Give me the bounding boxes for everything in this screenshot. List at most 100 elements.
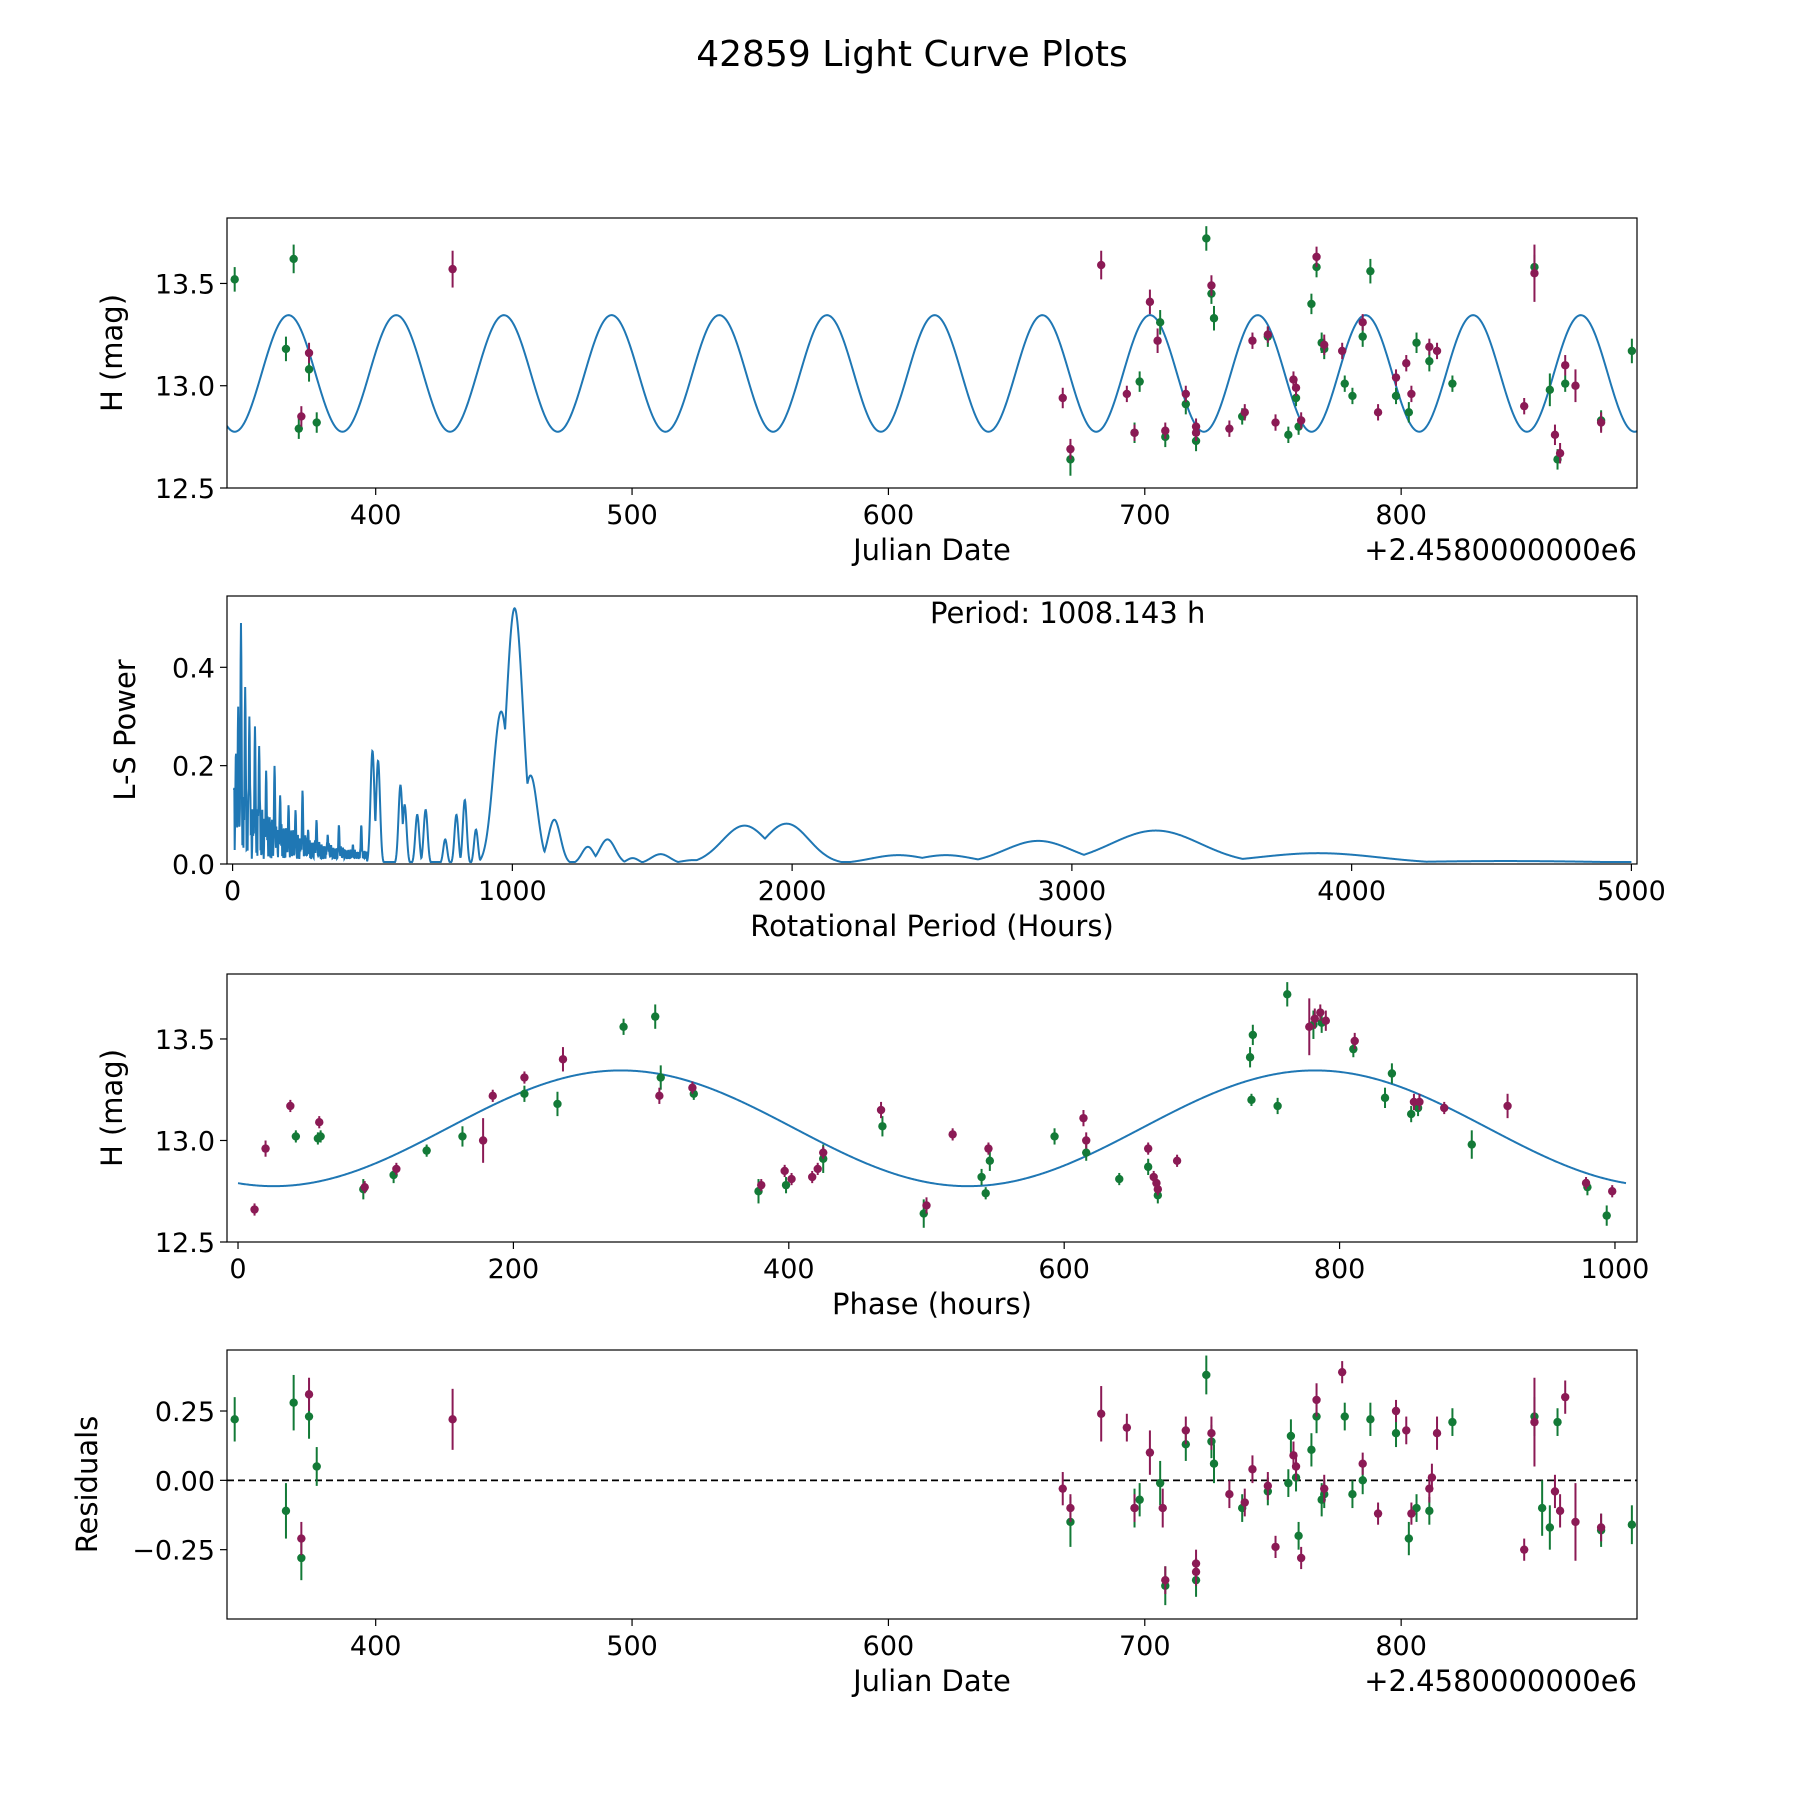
data-point-g — [1448, 1417, 1457, 1427]
data-point-r — [1550, 430, 1560, 440]
data-point-g — [1387, 1069, 1397, 1078]
data-point-r — [520, 1073, 529, 1082]
data-point-r — [1581, 1178, 1591, 1188]
y-tick-label: 12.5 — [155, 1228, 215, 1259]
data-point-r — [286, 1101, 295, 1111]
periodogram-xlabel: Rotational Period (Hours) — [750, 909, 1114, 943]
data-point-g — [1348, 391, 1357, 401]
data-point-r — [1248, 336, 1257, 345]
data-point-g — [1412, 338, 1421, 347]
lightcurve-offset-text: +2.4580000000e6 — [1364, 533, 1637, 567]
data-point-g — [1286, 1431, 1296, 1441]
data-point-r — [1373, 408, 1383, 417]
data-point-r — [1555, 1506, 1565, 1516]
model-curve — [237, 1069, 1627, 1188]
data-point-g — [1537, 1503, 1547, 1513]
x-tick-label: 500 — [606, 1631, 658, 1662]
data-point-r — [1296, 1553, 1306, 1563]
data-point-g — [1425, 356, 1434, 366]
data-point-r — [1240, 1498, 1249, 1507]
data-point-g — [1340, 1412, 1349, 1421]
data-point-r — [1310, 1014, 1319, 1023]
x-tick-label: 3000 — [1038, 876, 1107, 907]
data-point-r — [304, 348, 314, 358]
data-point-r — [819, 1148, 828, 1157]
data-point-r — [1316, 1008, 1325, 1017]
x-tick-label: 1000 — [478, 876, 547, 907]
data-point-g — [1627, 346, 1637, 356]
x-tick-label: 5000 — [1597, 876, 1666, 907]
data-point-r — [1271, 418, 1280, 427]
data-point-g — [1391, 1428, 1401, 1438]
data-point-g — [1135, 1495, 1144, 1504]
data-point-r — [1440, 1103, 1449, 1113]
data-point-g — [1366, 1415, 1375, 1424]
data-point-r — [1373, 1509, 1383, 1518]
data-point-g — [1348, 1490, 1357, 1499]
y-tick-label: 13.0 — [155, 1126, 215, 1157]
y-tick-label: 0.4 — [172, 653, 215, 684]
x-tick-label: 200 — [488, 1254, 540, 1285]
periodogram-line — [233, 607, 1632, 864]
data-point-g — [1602, 1211, 1611, 1220]
data-point-r — [1207, 1428, 1216, 1438]
data-point-r — [1158, 1503, 1167, 1513]
data-point-r — [1143, 1144, 1153, 1153]
data-point-g — [1283, 990, 1292, 999]
data-point-g — [1307, 1445, 1316, 1455]
data-point-r — [478, 1136, 488, 1145]
data-point-r — [1402, 1426, 1411, 1435]
data-point-g — [1291, 393, 1301, 403]
data-point-g — [619, 1022, 628, 1031]
y-tick-label: 0.0 — [172, 850, 215, 881]
data-point-r — [1079, 1113, 1088, 1123]
data-point-r — [1337, 346, 1347, 356]
data-point-r — [1391, 1406, 1401, 1416]
data-point-g — [316, 1132, 325, 1141]
data-point-g — [1627, 1520, 1637, 1529]
data-point-r — [1530, 1417, 1539, 1427]
data-point-r — [1550, 1487, 1560, 1496]
periodogram-ylabel: L-S Power — [108, 659, 142, 800]
periodogram-plot-frame — [226, 595, 1638, 865]
data-point-r — [558, 1055, 568, 1064]
data-point-g — [656, 1073, 665, 1082]
data-point-r — [1248, 1465, 1257, 1474]
data-point-r — [1320, 1484, 1329, 1493]
data-point-g — [1467, 1140, 1476, 1149]
data-point-g — [1115, 1174, 1124, 1184]
residuals-plot-frame — [226, 1349, 1638, 1620]
data-point-g — [312, 1462, 321, 1471]
y-tick-label: −0.25 — [132, 1536, 215, 1567]
x-tick-label: 800 — [1375, 500, 1427, 531]
data-point-r — [1561, 1392, 1570, 1402]
data-point-r — [780, 1166, 789, 1176]
data-point-r — [1520, 401, 1529, 411]
data-point-g — [1181, 1440, 1191, 1449]
x-tick-label: 800 — [1375, 1631, 1427, 1662]
data-point-g — [781, 1180, 791, 1190]
x-tick-label: 4000 — [1317, 876, 1386, 907]
data-point-g — [1380, 1093, 1390, 1103]
data-point-r — [1207, 281, 1216, 290]
residuals-panel: 400 500 600 700 800 −0.25 0.00 0.25 Residuals J… — [70, 1349, 1638, 1698]
data-point-r — [1402, 359, 1411, 368]
data-point-g — [1545, 1523, 1555, 1532]
data-point-g — [1545, 385, 1555, 395]
data-point-r — [1312, 252, 1321, 262]
data-point-r — [448, 264, 457, 274]
data-point-r — [1608, 1187, 1617, 1196]
x-tick-label: 700 — [1119, 500, 1171, 531]
data-point-g — [878, 1122, 887, 1131]
lightcurve-ylabel: H (mag) — [95, 294, 129, 412]
data-point-g — [1425, 1506, 1434, 1516]
data-point-r — [1240, 408, 1249, 417]
data-point-r — [757, 1180, 766, 1190]
data-point-g — [1248, 1030, 1258, 1040]
data-point-r — [876, 1105, 886, 1115]
data-point-r — [1161, 426, 1170, 435]
data-point-r — [1058, 1484, 1067, 1493]
data-point-r — [984, 1144, 993, 1153]
data-point-g — [291, 1132, 301, 1141]
phased-ylabel: H (mag) — [95, 1049, 129, 1167]
